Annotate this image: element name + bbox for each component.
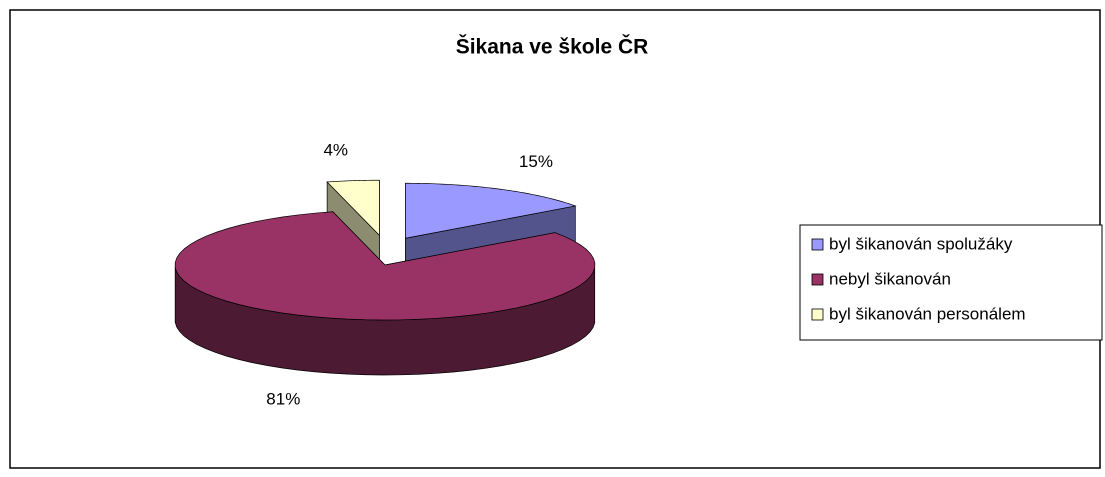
legend-label: byl šikanován personálem [829,304,1026,323]
data-label: 81% [266,389,300,408]
legend-box [799,224,1103,341]
data-label: 15% [519,152,553,171]
legend-swatch [811,308,824,321]
pie-slice [326,179,380,237]
legend-swatch [811,238,824,251]
legend-label: byl šikanován spolužáky [829,234,1013,253]
pie-slice [405,182,577,239]
data-label: 4% [323,140,348,159]
legend-swatch [811,273,824,286]
legend-label: nebyl šikanován [829,269,951,288]
chart-title: Šikana ve škole ČR [456,35,649,59]
pie-slice [174,211,596,321]
